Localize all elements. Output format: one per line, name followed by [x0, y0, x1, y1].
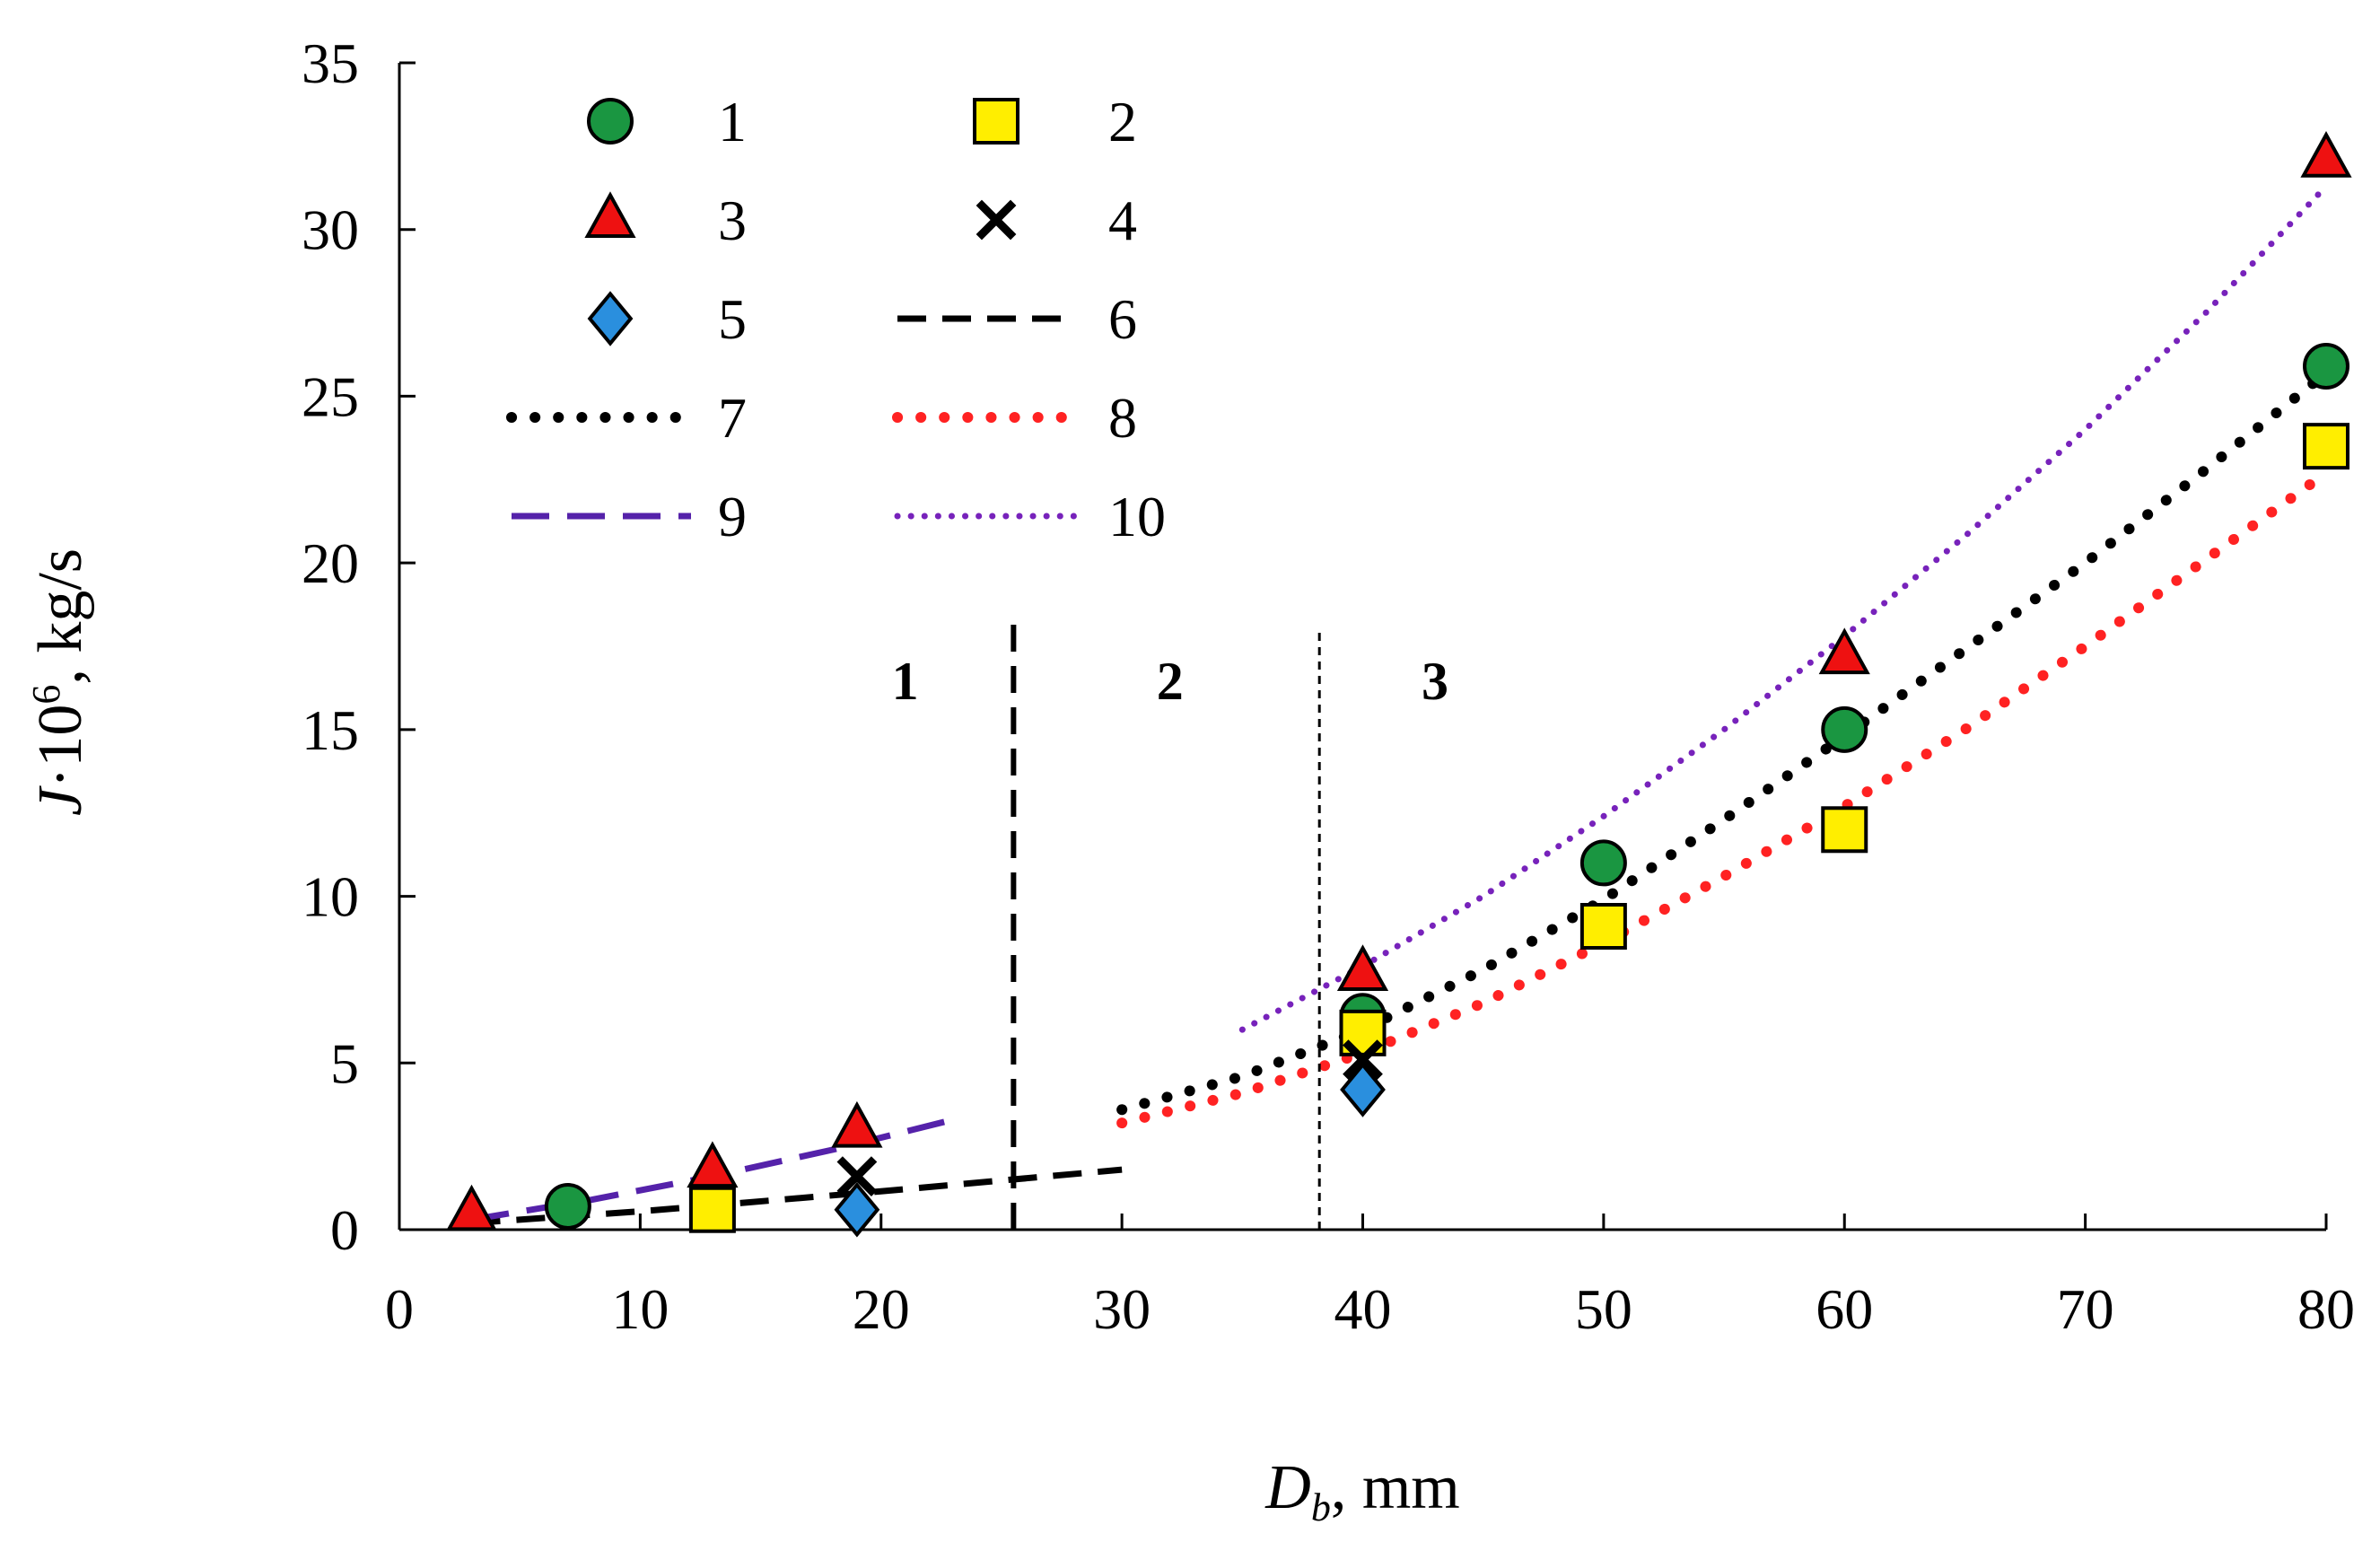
legend-label-9: 9 [718, 485, 747, 548]
data-point-series-3 [831, 1100, 883, 1148]
x-tick-label: 10 [611, 1277, 669, 1341]
x-title-rest: , mm [1331, 1453, 1460, 1522]
y-title-tail: , kg/s [26, 548, 95, 685]
y-tick-label: 25 [302, 364, 359, 428]
region-label-2: 2 [1157, 652, 1184, 711]
data-point-series-3 [1336, 944, 1389, 991]
x-tick-label: 40 [1334, 1277, 1392, 1341]
data-point-series-5 [1340, 1062, 1386, 1117]
series-line-7 [1116, 367, 2332, 1116]
data-point-series-4 [836, 1156, 878, 1196]
data-point-series-2 [2303, 423, 2349, 470]
legend-label-6: 6 [1108, 287, 1137, 351]
data-point-series-3 [2300, 130, 2352, 178]
region-dividers: 1 2 3 [892, 619, 1448, 1230]
y-axis-title: J·106, kg/s [24, 548, 95, 816]
y-title-superscript: 6 [24, 685, 68, 705]
y-tick-label: 10 [302, 865, 359, 929]
fit-lines [470, 182, 2332, 1227]
y-tick-label: 15 [302, 698, 359, 762]
legend-symbol-2 [973, 98, 1019, 145]
x-tick-label: 30 [1093, 1277, 1151, 1341]
series-line-8 [1116, 467, 2332, 1129]
x-axis-title: Db, mm [1264, 1453, 1459, 1529]
legend: 1 2 3 4 5 6 7 8 9 10 [506, 90, 1166, 548]
legend-label-7: 7 [718, 386, 747, 450]
data-point-series-1 [1821, 705, 1868, 753]
data-point-series-3 [1818, 627, 1870, 675]
data-markers [445, 130, 2352, 1238]
data-point-series-1 [1579, 839, 1627, 887]
series-line-6 [471, 1166, 1123, 1227]
x-tick-label: 80 [2297, 1277, 2355, 1341]
legend-symbol-3 [584, 191, 636, 238]
data-point-series-1 [544, 1183, 591, 1230]
data-point-series-4 [1343, 1039, 1383, 1080]
data-point-series-5 [834, 1181, 880, 1238]
x-tick-label: 20 [853, 1277, 910, 1341]
data-point-series-3 [687, 1141, 739, 1188]
legend-label-8: 8 [1108, 386, 1137, 450]
legend-label-1: 1 [718, 90, 747, 153]
legend-symbol-1 [587, 98, 634, 145]
region-label-1: 1 [892, 652, 919, 711]
x-tick-label: 60 [1816, 1277, 1873, 1341]
data-point-series-1 [2303, 343, 2349, 390]
y-tick-label: 20 [302, 531, 359, 595]
data-point-series-2 [1821, 806, 1868, 854]
legend-label-4: 4 [1108, 188, 1137, 252]
legend-label-5: 5 [718, 287, 747, 351]
legend-label-10: 10 [1108, 485, 1166, 548]
x-title-subscript: b [1311, 1485, 1331, 1529]
x-title-italic: D [1264, 1453, 1311, 1522]
axis-titles: Db, mm J·106, kg/s [24, 548, 1460, 1529]
y-tick-label: 0 [330, 1198, 359, 1262]
legend-label-3: 3 [718, 188, 747, 252]
legend-symbol-5 [587, 291, 634, 346]
data-point-series-2 [1579, 903, 1627, 950]
data-point-series-3 [445, 1184, 498, 1231]
x-tick-label: 0 [385, 1277, 414, 1341]
y-title-rest: ·10 [26, 705, 95, 788]
legend-symbol-4 [976, 199, 1017, 241]
y-title-italic: J [26, 785, 95, 816]
x-tick-label: 70 [2057, 1277, 2114, 1341]
x-tick-label: 50 [1575, 1277, 1632, 1341]
region-label-3: 3 [1422, 652, 1448, 711]
series-line-10 [1238, 182, 2330, 1033]
data-point-series-2 [688, 1186, 736, 1233]
legend-label-2: 2 [1108, 90, 1137, 153]
y-tick-label: 35 [302, 31, 359, 95]
y-tick-label: 30 [302, 198, 359, 262]
y-tick-label: 5 [330, 1031, 359, 1095]
